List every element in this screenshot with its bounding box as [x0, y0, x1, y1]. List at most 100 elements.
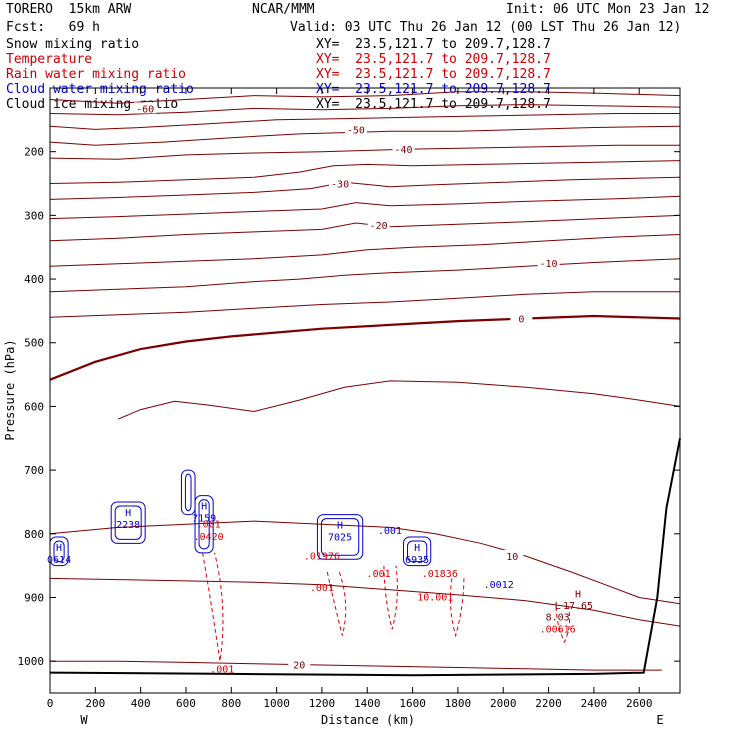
temperature-contour-line — [50, 660, 662, 671]
cloud-water-max-marker: H — [414, 543, 420, 554]
x-tick-label: 1600 — [399, 697, 426, 710]
temperature-contour-label: -60 — [136, 104, 154, 115]
cloud-water-contour — [403, 536, 432, 567]
x-tick-label: 0 — [47, 697, 54, 710]
cloud-water-max-marker: H — [337, 521, 343, 532]
temperature-contour-label: 0 — [518, 315, 524, 326]
temperature-contour-line — [49, 113, 680, 130]
contour-label-background — [501, 550, 524, 562]
temperature-contour-line — [49, 577, 681, 627]
y-tick-label: 500 — [24, 337, 44, 350]
field-xy-rain: XY= 23.5,121.7 to 209.7,128.7 — [316, 67, 551, 82]
contour-label-background — [392, 143, 415, 155]
cloud-water-max-value: 2238 — [116, 520, 140, 531]
field-marker-label: .0012 — [484, 580, 514, 591]
contour-label-background — [329, 177, 352, 189]
contour-label-background — [510, 312, 533, 324]
x-tick-label: 2400 — [581, 697, 608, 710]
x-tick-label: 800 — [221, 697, 241, 710]
x-tick-label: 2600 — [626, 697, 653, 710]
init-time: Init: 06 UTC Mon 23 Jan 12 — [506, 2, 710, 17]
field-marker-label: .001 — [210, 665, 234, 676]
temperature-contour-label: 10 — [506, 552, 518, 563]
temperature-contour-label: -50 — [347, 125, 365, 136]
field-marker-label: L — [555, 601, 561, 612]
cloud-water-contour — [320, 518, 360, 556]
cloud-water-contour — [110, 501, 146, 544]
field-marker-label: 10.001 — [417, 593, 453, 604]
field-marker-label: .001 — [310, 583, 334, 594]
y-tick-label: 600 — [24, 400, 44, 413]
cloud-water-contour — [198, 499, 210, 550]
y-tick-label: 1000 — [18, 655, 45, 668]
cloud-water-max-marker: H — [201, 502, 207, 513]
y-tick-label: 700 — [24, 464, 44, 477]
rain-water-contour — [555, 606, 571, 644]
cloud-water-contour — [194, 495, 214, 554]
forecast-hour: Fcst: 69 h — [6, 20, 100, 35]
cloud-water-contour — [180, 469, 196, 516]
model-label: TORERO 15km ARW — [6, 2, 132, 17]
field-marker-label: .001 — [378, 526, 402, 537]
field-label-temperature: Temperature — [6, 52, 93, 67]
field-marker-label: .001 — [197, 519, 221, 530]
temperature-contour-line — [49, 234, 681, 267]
field-marker-label: H — [575, 589, 581, 600]
x-tick-label: 2200 — [535, 697, 562, 710]
field-marker-label: .00616 — [540, 625, 576, 636]
temperature-contour-line — [49, 195, 681, 220]
temperature-contour-line — [49, 258, 681, 293]
rain-water-contour — [383, 565, 398, 630]
x-axis-title: Distance (km) — [321, 713, 415, 727]
cloud-water-max-marker: H — [56, 543, 62, 554]
temperature-contour-label: -40 — [394, 145, 412, 156]
y-tick-label: 400 — [24, 273, 44, 286]
contour-label-background — [344, 123, 367, 135]
rain-water-contour — [202, 552, 224, 662]
temperature-contour-line — [49, 104, 681, 116]
field-marker-label: .0420 — [194, 532, 224, 543]
x-tick-label: 2000 — [490, 697, 517, 710]
field-marker-label: .01976 — [304, 551, 340, 562]
cloud-water-contour — [114, 505, 142, 540]
temperature-contour-line — [49, 314, 681, 381]
temperature-contour-line — [49, 160, 681, 184]
org-label: NCAR/MMM — [252, 2, 315, 17]
field-xy-temperature: XY= 23.5,121.7 to 209.7,128.7 — [316, 52, 551, 67]
field-marker-label: .01836 — [422, 569, 458, 580]
x-tick-label: 1000 — [263, 697, 290, 710]
cloud-water-contour — [407, 540, 428, 563]
x-tick-label: 200 — [85, 697, 105, 710]
temperature-contour-line — [49, 91, 681, 104]
x-tick-label: 400 — [131, 697, 151, 710]
temperature-contour-label: -30 — [331, 180, 349, 191]
cloud-water-max-value: 7159 — [192, 514, 216, 525]
cloud-water-max-marker: H — [125, 508, 131, 519]
temperature-contour-line — [49, 176, 681, 200]
field-marker-label: 17.65 — [563, 601, 593, 612]
field-label-cloud-water: Cloud water mixing ratio — [6, 82, 194, 97]
y-tick-label: 300 — [24, 209, 44, 222]
cloud-water-max-value: 6935 — [405, 555, 429, 566]
temperature-contour-line — [117, 380, 681, 420]
cloud-water-max-value: 7025 — [328, 533, 352, 544]
cloud-water-contour — [184, 473, 192, 512]
rain-water-contour — [449, 578, 465, 638]
field-marker-label: 8.03 — [546, 612, 570, 623]
plot-frame — [49, 87, 681, 694]
y-tick-label: 200 — [24, 146, 44, 159]
field-xy-snow: XY= 23.5,121.7 to 209.7,128.7 — [316, 37, 551, 52]
field-xy-cloud-water: XY= 23.5,121.7 to 209.7,128.7 — [316, 82, 551, 97]
contour-label-background — [288, 658, 311, 670]
rain-water-contour — [326, 571, 347, 636]
cloud-water-contour — [53, 540, 65, 563]
x-tick-label: 600 — [176, 697, 196, 710]
field-label-rain: Rain water mixing ratio — [6, 67, 187, 82]
cloud-water-max-value: 0614 — [47, 555, 71, 566]
temperature-contour-line — [49, 144, 680, 160]
cloud-water-contour — [316, 514, 364, 560]
temperature-contour-label: -10 — [540, 259, 558, 270]
temperature-contour-line — [49, 125, 681, 146]
field-marker-label: .001 — [367, 569, 391, 580]
